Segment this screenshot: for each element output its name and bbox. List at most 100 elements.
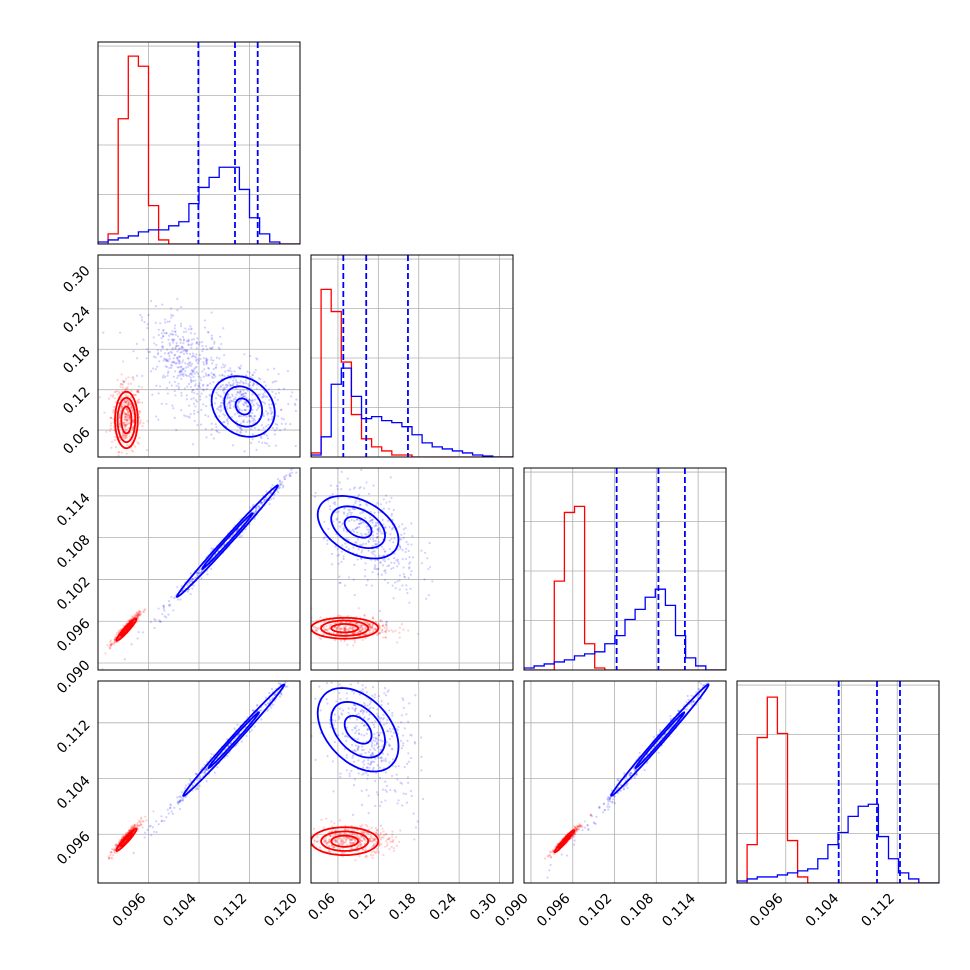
scatter-point xyxy=(231,384,235,387)
scatter-point xyxy=(354,704,357,707)
scatter-point xyxy=(169,603,172,606)
scatter-point xyxy=(123,421,126,424)
scatter-point xyxy=(253,371,256,374)
scatter-point xyxy=(374,524,377,527)
histogram-panel-2 xyxy=(524,468,726,670)
scatter-point xyxy=(189,413,192,416)
scatter-point xyxy=(270,706,273,709)
scatter-point xyxy=(232,400,235,403)
scatter-point xyxy=(367,530,370,533)
scatter-point xyxy=(340,470,343,473)
scatter-point xyxy=(374,837,377,841)
scatter-point xyxy=(402,628,405,631)
scatter-point xyxy=(197,385,200,388)
scatter-point xyxy=(131,824,135,827)
scatter-point xyxy=(387,689,390,692)
scatter-point xyxy=(231,394,234,398)
scatter-point xyxy=(170,351,173,354)
scatter-point xyxy=(363,575,367,578)
scatter-point xyxy=(373,779,377,783)
scatter-point xyxy=(290,468,293,471)
scatter-point xyxy=(147,313,150,317)
scatter-point xyxy=(398,626,402,629)
scatter-point xyxy=(282,418,285,421)
scatter-point xyxy=(199,775,202,778)
scatter-point xyxy=(123,436,126,439)
scatter-point xyxy=(210,433,213,436)
scatter-point xyxy=(297,464,299,466)
scatter-point xyxy=(212,376,215,380)
scatter-point xyxy=(279,682,282,685)
scatter-point xyxy=(373,760,376,764)
scatter-point xyxy=(346,836,349,839)
scatter-point xyxy=(120,451,123,454)
scatter-point xyxy=(373,838,376,842)
scatter-point xyxy=(391,711,394,715)
scatter-point xyxy=(197,375,200,378)
scatter-point xyxy=(122,460,124,462)
scatter-point xyxy=(365,831,368,834)
scatter-point xyxy=(127,399,130,403)
scatter-point xyxy=(323,628,326,631)
scatter-point xyxy=(363,837,366,840)
scatter-point xyxy=(188,582,191,585)
scatter-point xyxy=(124,377,128,380)
scatter-point xyxy=(299,459,301,461)
scatter-point xyxy=(353,627,356,631)
scatter-point xyxy=(367,762,370,765)
scatter-point xyxy=(127,402,130,406)
scatter-point xyxy=(328,830,331,834)
scatter-point xyxy=(339,840,342,843)
scatter-point xyxy=(197,384,201,387)
scatter-point xyxy=(230,399,234,402)
scatter-point xyxy=(132,350,135,353)
scatter-point xyxy=(358,652,360,654)
scatter-point xyxy=(322,537,325,540)
scatter-point xyxy=(301,837,303,839)
scatter-point xyxy=(126,413,129,417)
scatter-point xyxy=(210,753,213,756)
scatter-point xyxy=(390,512,393,515)
scatter-point xyxy=(316,653,318,655)
scatter-point xyxy=(125,418,128,422)
scatter-point xyxy=(180,365,183,368)
scatter-point xyxy=(397,725,400,729)
scatter-point xyxy=(277,391,281,394)
scatter-point xyxy=(358,634,362,637)
scatter-point xyxy=(366,766,369,769)
scatter-point xyxy=(273,380,276,383)
scatter-point xyxy=(115,631,119,634)
scatter-point xyxy=(575,827,579,831)
scatter-point xyxy=(223,375,226,378)
scatter-point xyxy=(238,535,241,538)
scatter-point xyxy=(271,411,274,414)
scatter-point xyxy=(178,359,181,362)
scatter-point xyxy=(251,416,254,420)
scatter-point xyxy=(347,828,350,831)
scatter-point xyxy=(172,360,175,363)
scatter-point xyxy=(108,857,111,860)
scatter-point xyxy=(330,623,333,626)
scatter-point xyxy=(392,849,396,853)
scatter-point xyxy=(355,729,358,732)
scatter-point xyxy=(348,716,352,720)
scatter-point xyxy=(282,484,285,487)
scatter-point xyxy=(223,414,227,417)
scatter-point xyxy=(210,567,213,570)
scatter-point xyxy=(575,828,578,832)
scatter-point xyxy=(379,756,382,760)
scatter-point xyxy=(168,357,171,360)
scatter-point xyxy=(255,448,258,451)
scatter-point xyxy=(385,722,388,725)
scatter-point xyxy=(328,850,331,853)
scatter-point xyxy=(170,338,174,341)
scatter-point xyxy=(125,423,128,426)
scatter-point xyxy=(178,360,181,363)
scatter-point xyxy=(404,557,408,561)
scatter-point xyxy=(377,733,381,737)
scatter-point xyxy=(376,521,379,525)
scatter-point xyxy=(229,479,231,481)
scatter-point xyxy=(113,390,116,394)
scatter-point xyxy=(127,401,130,404)
scatter-point xyxy=(180,796,183,799)
